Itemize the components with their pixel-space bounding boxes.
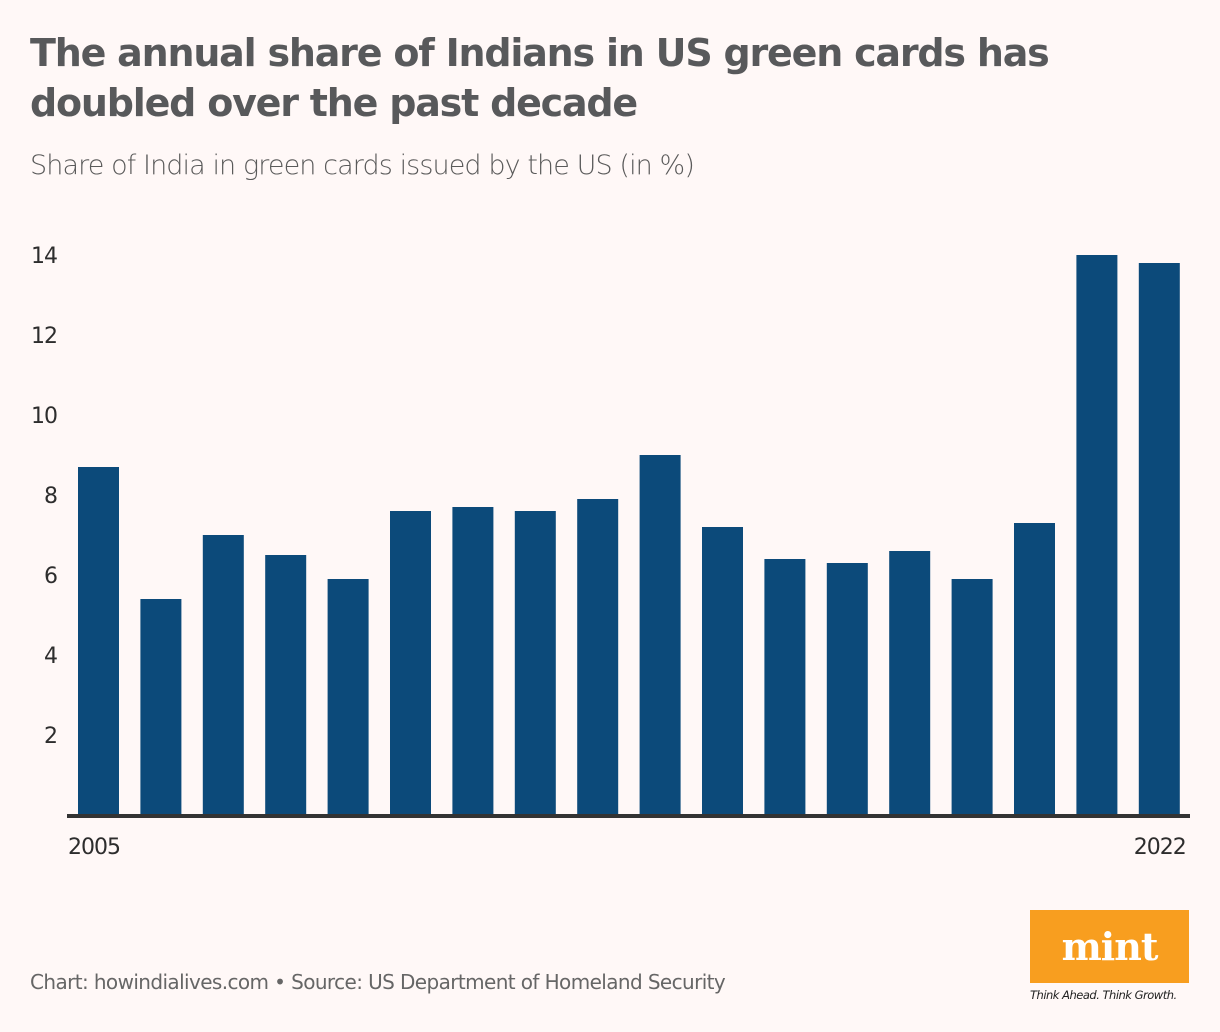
y-axis-ticks: 2 4 6 8 10 12 14 <box>31 244 58 749</box>
bar-2014 <box>639 455 681 815</box>
bar-2006 <box>140 599 182 815</box>
x-axis-ticks: 2005 2022 <box>68 835 1187 860</box>
y-tick-label: 12 <box>31 324 57 349</box>
x-tick-label: 2022 <box>1134 835 1186 860</box>
source-credit: Chart: howindialives.com • Source: US De… <box>30 970 726 994</box>
y-tick-label: 10 <box>31 404 57 429</box>
bar-2021 <box>1076 255 1118 815</box>
chart-subtitle: Share of India in green cards issued by … <box>30 150 695 181</box>
bar-2020 <box>1014 523 1055 815</box>
bar-chart: 2 4 6 8 10 12 14 2005 2022 <box>31 244 1190 860</box>
bar-2016 <box>764 559 806 815</box>
y-tick-label: 14 <box>31 244 57 269</box>
bar-2009 <box>327 579 369 815</box>
x-tick-label: 2005 <box>68 835 120 860</box>
logo-tagline: Think Ahead. Think Growth. <box>1030 988 1177 1002</box>
bar-2013 <box>577 499 619 815</box>
bar-2019 <box>951 579 993 815</box>
y-tick-label: 6 <box>44 564 57 589</box>
bar-2011 <box>452 507 494 815</box>
bars <box>78 255 1180 815</box>
mint-logo: mint <box>1030 910 1189 983</box>
y-tick-label: 2 <box>44 724 57 749</box>
logo-text: mint <box>1061 924 1159 969</box>
bar-2018 <box>889 551 931 815</box>
bar-2008 <box>265 555 307 815</box>
chart-title: The annual share of Indians in US green … <box>30 31 1050 125</box>
bar-2017 <box>826 563 868 815</box>
bar-2015 <box>702 527 743 815</box>
bar-2005 <box>78 467 119 815</box>
bar-2010 <box>390 511 431 815</box>
y-tick-label: 4 <box>44 644 57 669</box>
bar-2022 <box>1138 263 1180 815</box>
bar-2007 <box>202 535 244 815</box>
bar-2012 <box>514 511 556 815</box>
y-tick-label: 8 <box>44 484 57 509</box>
